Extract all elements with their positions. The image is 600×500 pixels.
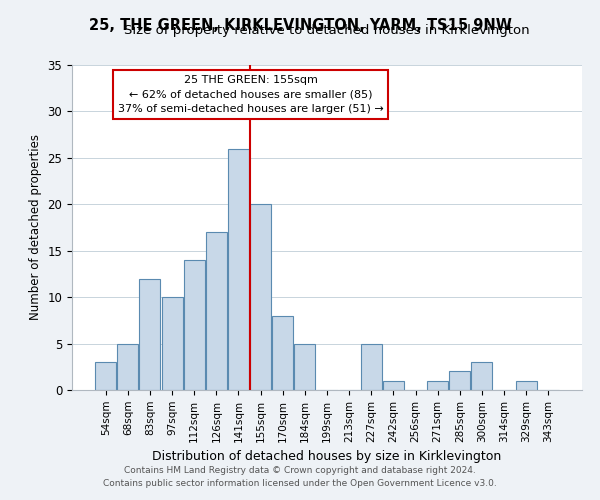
Bar [139, 278, 160, 390]
Bar [449, 372, 470, 390]
Bar [383, 380, 404, 390]
Bar [272, 316, 293, 390]
Text: Contains HM Land Registry data © Crown copyright and database right 2024.
Contai: Contains HM Land Registry data © Crown c… [103, 466, 497, 487]
Bar [427, 380, 448, 390]
X-axis label: Distribution of detached houses by size in Kirklevington: Distribution of detached houses by size … [152, 450, 502, 463]
Bar [206, 232, 227, 390]
Bar [95, 362, 116, 390]
Bar [184, 260, 205, 390]
Bar [161, 297, 182, 390]
Bar [361, 344, 382, 390]
Text: 25, THE GREEN, KIRKLEVINGTON, YARM, TS15 9NW: 25, THE GREEN, KIRKLEVINGTON, YARM, TS15… [89, 18, 511, 32]
Y-axis label: Number of detached properties: Number of detached properties [29, 134, 42, 320]
Bar [228, 148, 249, 390]
Text: 25 THE GREEN: 155sqm
← 62% of detached houses are smaller (85)
37% of semi-detac: 25 THE GREEN: 155sqm ← 62% of detached h… [118, 74, 383, 114]
Bar [295, 344, 316, 390]
Bar [250, 204, 271, 390]
Bar [515, 380, 536, 390]
Title: Size of property relative to detached houses in Kirklevington: Size of property relative to detached ho… [124, 24, 530, 38]
Bar [118, 344, 139, 390]
Bar [472, 362, 493, 390]
